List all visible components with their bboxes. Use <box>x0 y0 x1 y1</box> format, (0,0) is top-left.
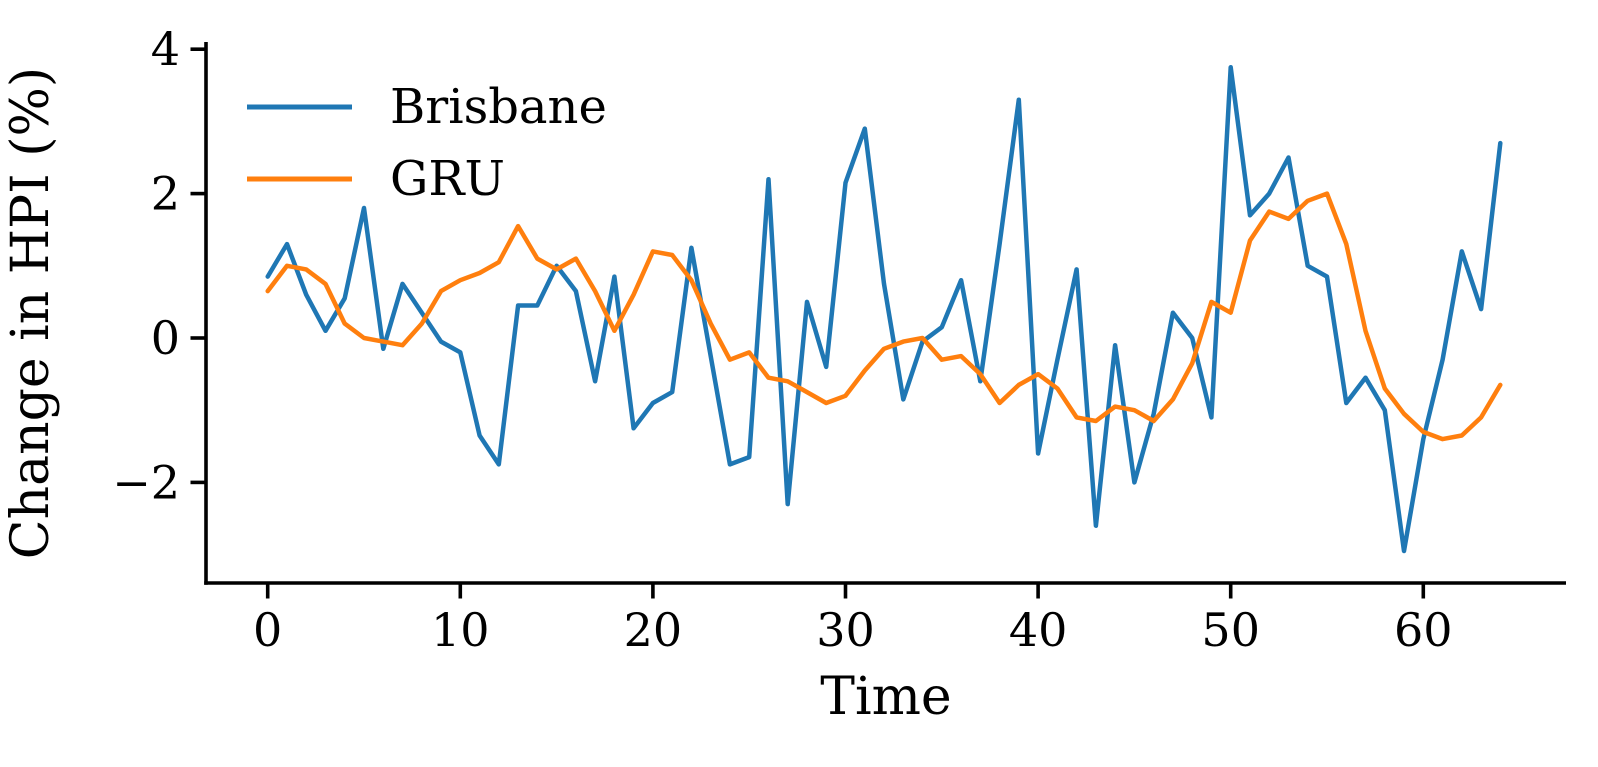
x-tick-label: 30 <box>816 603 875 657</box>
y-tick-label: 4 <box>151 22 180 76</box>
series-line-brisbane <box>265 65 1503 554</box>
y-axis-ticks: −2 0 2 4 <box>112 22 206 509</box>
y-tick-label: 0 <box>151 311 180 365</box>
x-axis-ticks: 0 10 20 30 40 50 60 <box>253 583 1453 657</box>
x-tick-label: 60 <box>1394 603 1453 657</box>
y-tick-label: −2 <box>112 455 180 509</box>
x-tick-label: 40 <box>1009 603 1068 657</box>
x-tick-label: 50 <box>1201 603 1260 657</box>
x-tick-label: 0 <box>253 603 282 657</box>
legend-label-gru: GRU <box>390 151 505 207</box>
y-tick-label: 2 <box>151 167 180 221</box>
data-series <box>265 65 1503 554</box>
y-axis-label: Change in HPI (%) <box>1 67 61 559</box>
x-tick-label: 10 <box>431 603 490 657</box>
legend-label-brisbane: Brisbane <box>390 79 607 135</box>
series-line-gru <box>265 191 1503 442</box>
axes-spines <box>204 42 1566 585</box>
x-axis-label: Time <box>820 667 951 727</box>
legend: Brisbane GRU <box>247 79 607 207</box>
x-tick-label: 20 <box>624 603 683 657</box>
